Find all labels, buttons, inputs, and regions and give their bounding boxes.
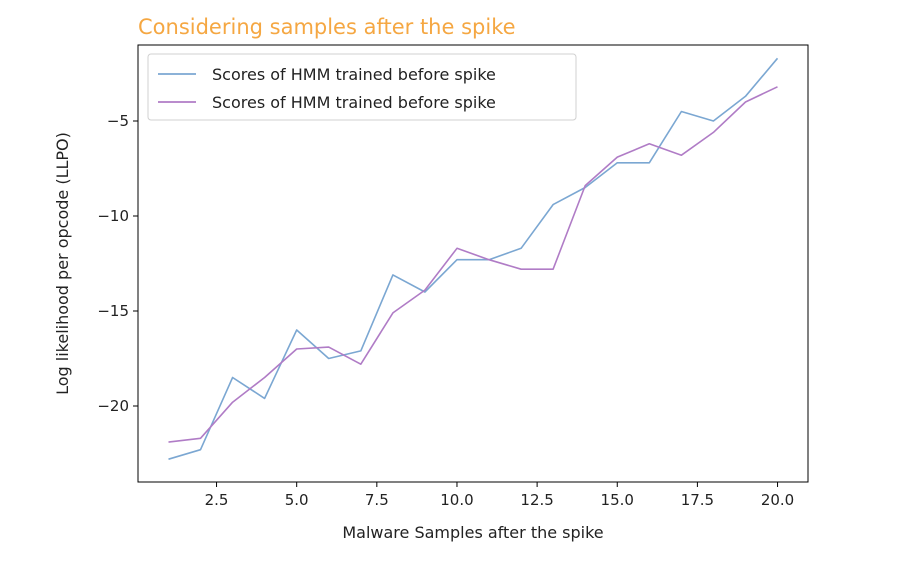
y-axis-ticks: −20 −15 −10 −5 (97, 112, 138, 415)
series-line-1 (168, 57, 779, 460)
legend-label-1: Scores of HMM trained before spike (212, 65, 496, 84)
x-tick-label: 17.5 (681, 491, 714, 509)
x-tick-label: 2.5 (205, 491, 229, 509)
x-tick-label: 7.5 (365, 491, 389, 509)
series-line-2 (168, 86, 778, 443)
x-tick-label: 20.0 (761, 491, 794, 509)
y-tick-label: −5 (107, 112, 129, 130)
x-axis-label: Malware Samples after the spike (342, 523, 603, 542)
x-tick-label: 12.5 (520, 491, 553, 509)
legend-box (147, 53, 577, 121)
legend-label-2: Scores of HMM trained before spike (212, 93, 496, 112)
legend: Scores of HMM trained before spike Scores… (147, 53, 577, 121)
plot-area (137, 44, 809, 483)
plot-frame (137, 44, 809, 483)
y-tick-label: −15 (97, 302, 129, 320)
x-tick-label: 15.0 (601, 491, 634, 509)
x-axis-ticks: 2.5 5.0 7.5 10.0 12.5 15.0 17.5 20.0 (205, 482, 794, 509)
y-axis-label: Log likelihood per opcode (LLPO) (53, 132, 72, 395)
x-tick-label: 5.0 (285, 491, 309, 509)
series-lines (168, 57, 779, 460)
chart-title: Considering samples after the spike (138, 15, 516, 39)
x-tick-label: 10.0 (440, 491, 473, 509)
y-tick-label: −10 (97, 207, 129, 225)
y-tick-label: −20 (97, 397, 129, 415)
